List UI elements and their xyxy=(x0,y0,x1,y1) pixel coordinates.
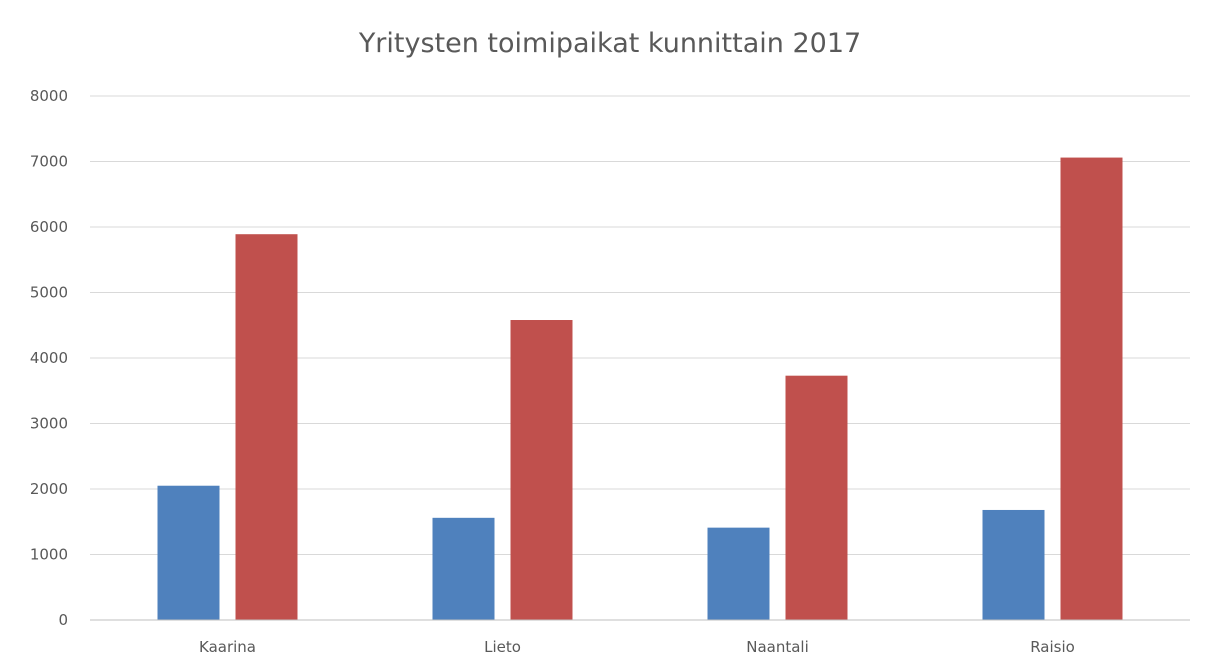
y-tick-label: 6000 xyxy=(30,218,68,236)
chart-title: Yritysten toimipaikat kunnittain 2017 xyxy=(358,28,861,59)
y-tick-label: 8000 xyxy=(30,87,68,105)
bar-kaarina-series-2 xyxy=(235,234,298,620)
y-tick-label: 4000 xyxy=(30,349,68,367)
bar-raisio-series-1 xyxy=(982,509,1045,620)
y-tick-label: 5000 xyxy=(30,284,68,302)
bars xyxy=(157,157,1123,620)
bar-raisio-series-2 xyxy=(1060,157,1123,620)
x-category-label: Lieto xyxy=(484,638,521,656)
x-axis-categories: Kaarina Lieto Naantali Raisio xyxy=(199,638,1075,656)
bar-naantali-series-2 xyxy=(785,375,848,620)
y-tick-label: 3000 xyxy=(30,415,68,433)
x-category-label: Naantali xyxy=(746,638,809,656)
bar-kaarina-series-1 xyxy=(157,485,220,620)
y-tick-label: 7000 xyxy=(30,153,68,171)
bar-naantali-series-1 xyxy=(707,527,770,620)
x-category-label: Kaarina xyxy=(199,638,256,656)
y-tick-label: 2000 xyxy=(30,480,68,498)
bar-lieto-series-2 xyxy=(510,320,573,620)
x-category-label: Raisio xyxy=(1030,638,1075,656)
y-tick-label: 1000 xyxy=(30,546,68,564)
y-axis-ticks: 0 1000 2000 3000 4000 5000 6000 7000 8000 xyxy=(30,87,68,629)
y-tick-label: 0 xyxy=(58,611,68,629)
bar-lieto-series-1 xyxy=(432,517,495,620)
